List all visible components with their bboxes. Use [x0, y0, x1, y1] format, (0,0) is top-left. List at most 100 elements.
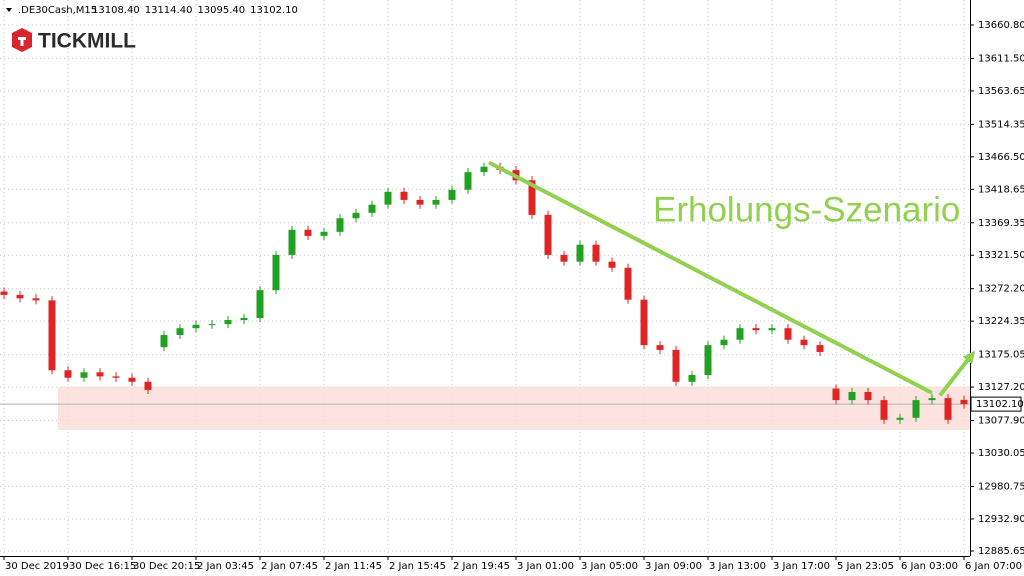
header-value: 13108.40 [92, 5, 140, 16]
candle-body [352, 212, 360, 219]
y-tick-label: 12885.65 [978, 546, 1024, 557]
x-tick-label: 2 Jan 19:45 [453, 561, 510, 572]
candle-body [208, 324, 216, 326]
x-tick-label: 3 Jan 13:00 [709, 561, 766, 572]
header-value: 13095.40 [197, 5, 245, 16]
candle-body [256, 290, 264, 319]
candle-body [160, 334, 168, 348]
candle-body [0, 291, 8, 295]
x-tick-label: 2 Jan 07:45 [261, 561, 318, 572]
candle-body [928, 398, 936, 401]
y-tick-label: 13175.05 [978, 350, 1024, 361]
candle-body [560, 254, 568, 262]
y-tick-label: 13224.35 [978, 316, 1024, 327]
candle-body [576, 244, 584, 262]
candle-body [128, 377, 136, 382]
candle-body [608, 261, 616, 268]
candle-body [112, 376, 120, 378]
candle-body [416, 199, 424, 205]
logo-icon-mark [18, 37, 26, 46]
candle-body [880, 400, 888, 420]
y-tick-label: 13272.20 [978, 284, 1024, 295]
candle-body [368, 204, 376, 213]
candle-body [816, 345, 824, 352]
candle-body [240, 318, 248, 321]
y-tick-label: 13611.50 [978, 53, 1024, 64]
trend-line [488, 161, 933, 394]
candle-body [592, 244, 600, 262]
y-tick-label: 12932.90 [978, 514, 1024, 525]
candle-body [640, 299, 648, 346]
x-tick-label: 3 Jan 01:00 [517, 561, 574, 572]
logo: TICKMILL [12, 28, 136, 53]
candle-body [896, 417, 904, 420]
candle-body [624, 267, 632, 300]
background-layer [0, 0, 970, 556]
x-tick-label: 3 Jan 09:00 [645, 561, 702, 572]
y-tick-label: 13077.90 [978, 416, 1024, 427]
x-tick-label: 2 Jan 03:45 [197, 561, 254, 572]
candle-body [448, 189, 456, 200]
x-tick-label: 2 Jan 11:45 [325, 561, 382, 572]
y-tick-label: 13127.20 [978, 382, 1024, 393]
candle-body [432, 199, 440, 205]
candle-body [304, 229, 312, 236]
candle-body [336, 218, 344, 232]
candle-body [48, 300, 56, 371]
candle-body [656, 345, 664, 350]
last-price-box [970, 396, 1022, 412]
support-zone [58, 386, 970, 430]
candle-body [784, 328, 792, 340]
candle-body [848, 391, 856, 401]
candle-body [176, 328, 184, 335]
candle-body [16, 294, 24, 299]
candle-body [672, 349, 680, 382]
x-tick-label: 30 Dec 16:15 [69, 561, 136, 572]
candle-body [720, 339, 728, 346]
last-price-label: 13102.10 [976, 399, 1024, 410]
candle-body [480, 166, 488, 173]
candle-body [944, 398, 952, 420]
candle-body [96, 372, 104, 377]
candle-body [768, 328, 776, 331]
x-tick-label: 30 Dec 2019 [5, 561, 69, 572]
candle-body [752, 328, 760, 331]
main-layer [0, 162, 968, 424]
y-tick-label: 13466.50 [978, 152, 1024, 163]
arrow-head [962, 350, 976, 365]
candle-body [960, 399, 968, 405]
x-tick-label: 6 Jan 07:00 [965, 561, 1022, 572]
candle-body [32, 298, 40, 301]
symbol: .DE30Cash,M15 [18, 5, 97, 16]
header-value: 13102.10 [250, 5, 298, 16]
x-tick-label: 30 Dec 20:15 [133, 561, 200, 572]
arrow-line [938, 357, 971, 397]
candle-body [288, 229, 296, 255]
candle-body [224, 320, 232, 325]
logo-text: TICKMILL [38, 30, 136, 53]
candle-body [704, 345, 712, 376]
candle-body [272, 254, 280, 291]
y-tick-label: 13514.35 [978, 119, 1024, 130]
y-tick-label: 13369.35 [978, 218, 1024, 229]
candle-body [144, 381, 152, 390]
candle-body [384, 191, 392, 205]
candle-body [800, 339, 808, 346]
x-tick-label: 6 Jan 03:00 [901, 561, 958, 572]
candle-body [736, 328, 744, 340]
candle-body [400, 191, 408, 200]
candle-body [832, 388, 840, 401]
y-tick-label: 13660.80 [978, 20, 1024, 31]
x-tick-label: 3 Jan 17:00 [773, 561, 830, 572]
candle-body [64, 370, 72, 378]
header-value: 13114.40 [145, 5, 193, 16]
candle-body [544, 214, 552, 255]
x-tick-label: 3 Jan 05:00 [581, 561, 638, 572]
x-tick-label: 2 Jan 15:45 [389, 561, 446, 572]
y-tick-label: 13321.50 [978, 250, 1024, 261]
candle-body [192, 324, 200, 329]
y-tick-label: 13563.65 [978, 86, 1024, 97]
candle-body [912, 400, 920, 418]
x-tick-label: 5 Jan 23:05 [837, 561, 894, 572]
candle-body [688, 375, 696, 382]
